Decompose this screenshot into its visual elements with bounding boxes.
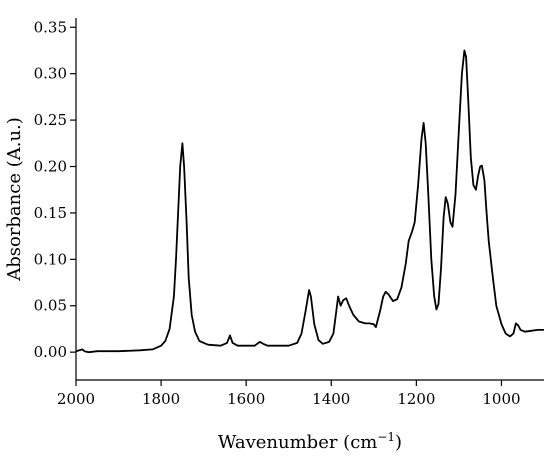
x-tick-label: 1600	[227, 390, 265, 408]
y-ticks: 0.00 0.05 0.10 0.15 0.20 0.25 0.30 0.35	[34, 18, 76, 361]
y-tick-label: 0.15	[34, 204, 67, 222]
plot-area	[75, 49, 544, 354]
y-tick-label: 0.20	[34, 158, 67, 176]
y-tick-label: 0.35	[34, 18, 67, 36]
y-axis-title: Absorbance (A.u.)	[4, 117, 25, 282]
x-tick-label: 1200	[397, 390, 435, 408]
x-axis-title: Wavenumber (cm−1)	[218, 430, 402, 453]
x-tick-label: 1800	[142, 390, 180, 408]
x-tick-label: 1400	[312, 390, 350, 408]
spectrum-line	[75, 49, 544, 354]
x-axis-title-main: Wavenumber (cm	[218, 432, 377, 453]
y-tick-label: 0.25	[34, 111, 67, 129]
x-ticks: 2000 1800 1600 1400 1200 1000	[57, 380, 521, 408]
y-tick-label: 0.10	[34, 250, 67, 268]
axes	[75, 18, 544, 381]
y-tick-label: 0.30	[34, 65, 67, 83]
y-tick-label: 0.00	[34, 343, 67, 361]
x-axis-title-end: )	[395, 432, 402, 453]
y-tick-label: 0.05	[34, 297, 67, 315]
x-axis-title-superscript: −1	[377, 430, 395, 444]
x-tick-label: 1000	[482, 390, 520, 408]
x-tick-label: 2000	[57, 390, 95, 408]
